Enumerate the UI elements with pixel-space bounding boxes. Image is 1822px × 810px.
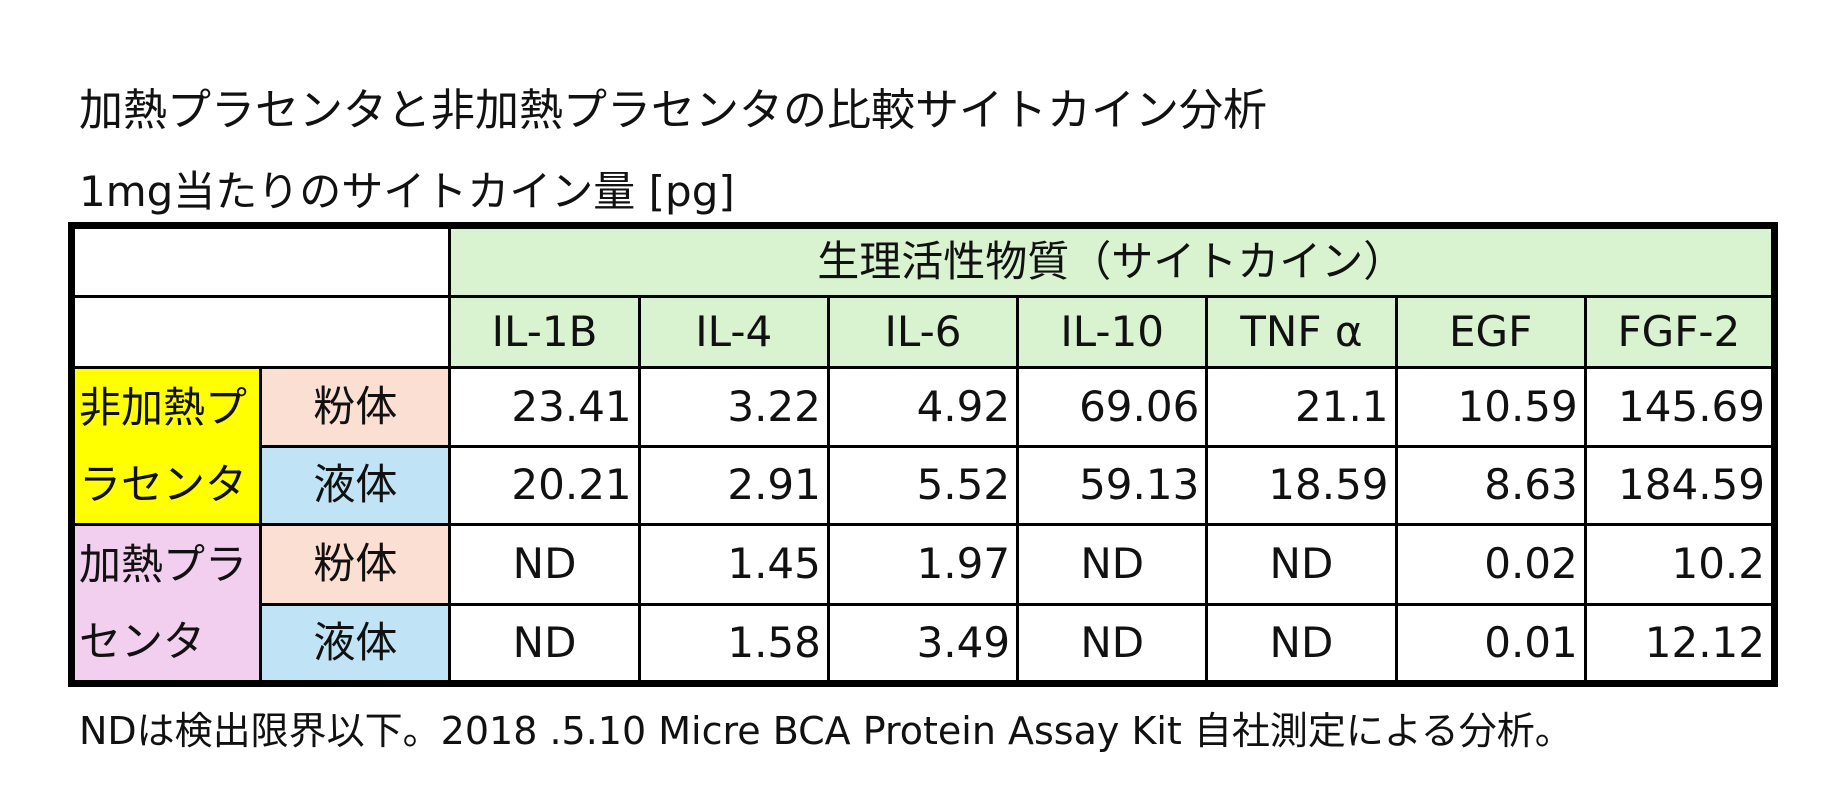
title: 加熱プラセンタと非加熱プラセンタの比較サイトカイン分析 <box>79 85 1267 136</box>
value-cell: 8.63 <box>1394 444 1587 526</box>
value-cell: ND <box>1016 523 1209 606</box>
form-label: 液体 <box>259 444 452 526</box>
corner-cell <box>69 224 452 298</box>
value-cell: 3.49 <box>826 602 1020 685</box>
value-cell: ND <box>1205 602 1398 685</box>
data-row: 液体 20.21 2.91 5.52 59.13 18.59 8.63 184.59 <box>72 444 1777 526</box>
value-cell: 0.02 <box>1394 523 1587 606</box>
form-label: 液体 <box>259 602 452 685</box>
value-cell: 69.06 <box>1016 366 1209 448</box>
column-header: EGF <box>1394 295 1587 369</box>
value-cell: 10.2 <box>1583 523 1777 606</box>
value-cell: 1.58 <box>637 602 830 685</box>
group-label: 非加熱プラセンタ <box>69 366 263 526</box>
footnote: NDは検出限界以下。2018 .5.10 Micre BCA Protein A… <box>79 709 1573 753</box>
value-cell: ND <box>1016 602 1209 685</box>
value-cell: 184.59 <box>1583 444 1777 526</box>
value-cell: 18.59 <box>1205 444 1398 526</box>
column-header: IL-6 <box>826 295 1020 369</box>
value-cell: 21.1 <box>1205 366 1398 448</box>
header-row: 生理活性物質（サイトカイン） <box>69 224 1776 298</box>
form-label: 粉体 <box>259 366 452 448</box>
corner-cell <box>69 295 452 369</box>
column-header: IL-10 <box>1016 295 1209 369</box>
value-cell: 2.91 <box>637 444 830 526</box>
cytokine-table: 生理活性物質（サイトカイン） IL-1B IL-4 IL-6 IL-10 TNF α EGF… <box>68 222 1778 687</box>
data-row: 加熱プラセンタ 粉体 ND 1.45 1.97 ND ND 0.02 10.2 <box>69 523 1777 685</box>
value-cell: 10.59 <box>1394 366 1587 448</box>
value-cell: 59.13 <box>1016 444 1209 526</box>
value-cell: 1.45 <box>637 523 830 606</box>
value-cell: 0.01 <box>1394 602 1587 685</box>
value-cell: 1.97 <box>826 523 1020 606</box>
value-cell: 3.22 <box>637 366 830 448</box>
data-row: 液体 ND 1.58 3.49 ND ND 0.01 12.12 <box>72 602 1777 685</box>
value-cell: 145.69 <box>1583 366 1777 448</box>
group-header: 生理活性物質（サイトカイン） <box>448 224 1776 298</box>
column-header: FGF-2 <box>1583 295 1777 369</box>
value-cell: 23.41 <box>448 366 641 448</box>
value-cell: ND <box>448 523 641 606</box>
value-cell: 12.12 <box>1583 602 1777 685</box>
column-row: IL-1B IL-4 IL-6 IL-10 TNF α EGF FGF-2 <box>69 295 1777 369</box>
value-cell: ND <box>1205 523 1398 606</box>
column-header: TNF α <box>1205 295 1398 369</box>
form-label: 粉体 <box>259 523 452 606</box>
value-cell: 5.52 <box>826 444 1020 526</box>
value-cell: 4.92 <box>826 366 1020 448</box>
value-cell: ND <box>448 602 641 685</box>
column-header: IL-1B <box>448 295 641 369</box>
value-cell: 20.21 <box>448 444 641 526</box>
subtitle: 1mg当たりのサイトカイン量 [pg] <box>79 167 735 216</box>
column-header: IL-4 <box>637 295 830 369</box>
data-row: 非加熱プラセンタ 粉体 23.41 3.22 4.92 69.06 21.1 10.59 145… <box>69 366 1777 526</box>
group-label: 加熱プラセンタ <box>69 523 263 685</box>
